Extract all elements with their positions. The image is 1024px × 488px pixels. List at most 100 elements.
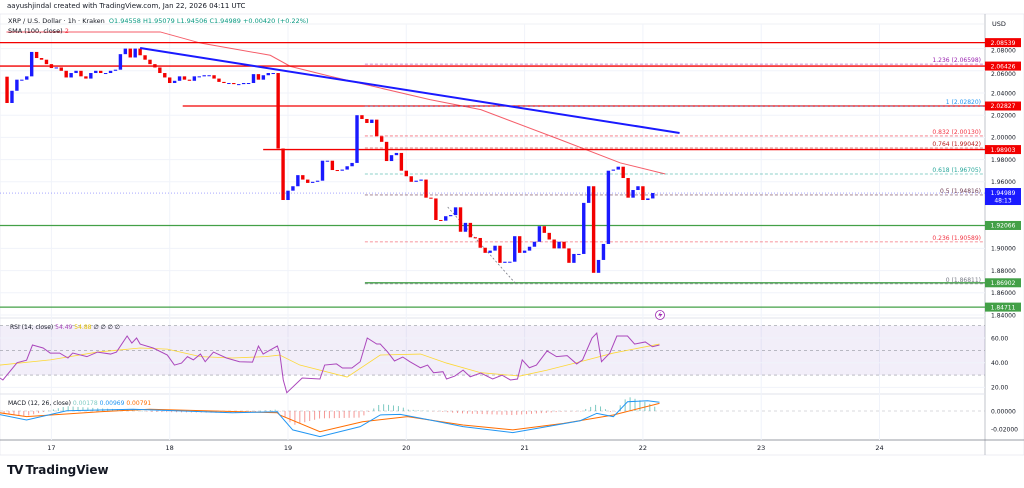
candle <box>276 73 280 149</box>
macd-histogram-bar <box>72 406 74 411</box>
candle <box>503 261 507 263</box>
macd-histogram-bar <box>575 411 577 412</box>
rsi-label: RSI (14, close) <box>10 324 54 331</box>
macd-histogram-bar <box>526 411 528 415</box>
candle <box>64 70 68 78</box>
candle <box>409 176 413 182</box>
macd-histogram-bar <box>171 411 173 413</box>
candle <box>168 77 172 84</box>
time-axis-label[interactable]: 20 <box>402 444 410 452</box>
macd-histogram-bar <box>368 411 370 412</box>
time-axis-label[interactable]: 17 <box>47 444 55 452</box>
macd-histogram-bar <box>18 411 20 416</box>
candle <box>158 67 162 74</box>
candle <box>601 243 606 260</box>
macd-histogram-bar <box>545 411 547 413</box>
candle <box>207 75 211 77</box>
sma-legend[interactable]: SMA (100, close) 2 <box>8 27 69 35</box>
macd-histogram-bar <box>501 411 503 415</box>
price-axis-label: 2.00000 <box>991 135 1016 142</box>
macd-histogram-bar <box>417 410 419 411</box>
symbol-legend: XRP / U.S. Dollar · 1h · Kraken O1.94558… <box>8 17 309 25</box>
time-axis-label[interactable]: 18 <box>166 444 174 452</box>
candle <box>345 166 349 170</box>
macd-histogram-bar <box>323 411 325 419</box>
candle <box>34 51 39 59</box>
ohlc-high: H1.95079 <box>142 17 175 25</box>
time-axis-label[interactable]: 21 <box>520 444 528 452</box>
price-level-tag-label: 1.98903 <box>991 147 1016 154</box>
macd-histogram-bar <box>225 411 227 413</box>
candle <box>148 59 152 65</box>
candle <box>227 83 231 85</box>
tradingview-brand[interactable]: TV TradingView <box>7 463 109 477</box>
candle <box>29 51 34 77</box>
symbol-name[interactable]: XRP / U.S. Dollar · 1h · Kraken <box>8 17 105 25</box>
macd-histogram-bar <box>466 411 468 414</box>
candle <box>306 179 310 183</box>
macd-histogram-bar <box>264 410 266 411</box>
price-level-tag <box>985 302 1021 312</box>
macd-histogram-bar <box>230 411 232 413</box>
ohlc-close: C1.94989 <box>209 17 241 25</box>
macd-histogram-bar <box>565 411 567 412</box>
time-axis-label[interactable]: 22 <box>639 444 647 452</box>
candle <box>296 175 300 187</box>
macd-histogram-bar <box>23 411 25 416</box>
ohlc-low: L1.94506 <box>176 17 208 25</box>
candle <box>370 119 374 123</box>
price-axis-label: 2.08000 <box>991 48 1016 55</box>
macd-legend[interactable]: MACD (12, 26, close) 0.00178 0.00969 0.0… <box>8 400 151 407</box>
price-level-tag <box>985 101 1021 111</box>
candle <box>49 64 54 69</box>
candle <box>237 84 241 86</box>
candle <box>266 73 270 76</box>
time-axis-label[interactable]: 19 <box>284 444 292 452</box>
candle <box>508 261 512 263</box>
lightning-icon[interactable] <box>655 310 665 320</box>
candle <box>133 48 137 58</box>
chart-canvas[interactable]: 17 18 19 20 21 22 23 24 USD 2.08000 2.06000 2.04000… <box>0 0 1024 460</box>
candle <box>591 186 596 273</box>
candle <box>202 75 206 77</box>
candle <box>89 73 93 79</box>
macd-histogram-bar <box>146 411 148 412</box>
candle <box>552 239 556 249</box>
candle <box>15 79 19 91</box>
macd-histogram-bar <box>259 410 261 412</box>
candle <box>636 186 640 191</box>
time-axis-label[interactable]: 24 <box>875 444 883 452</box>
candle <box>98 70 103 74</box>
macd-label: MACD (12, 26, close) <box>8 400 71 407</box>
price-level-tag-label: 1.92066 <box>991 223 1016 230</box>
candle <box>330 160 335 171</box>
macd-histogram-bar <box>422 410 424 411</box>
macd-histogram-bar <box>28 411 30 416</box>
price-level-tag-label: 2.06426 <box>991 63 1016 70</box>
sma-label: SMA (100, close) <box>8 27 63 35</box>
rsi-legend[interactable]: RSI (14, close) 54.49 54.88 ∅ ∅ ∅ ∅ <box>10 324 120 331</box>
candle <box>103 73 108 75</box>
macd-histogram-bar <box>506 411 508 415</box>
macd-histogram-bar <box>634 398 636 411</box>
price-axis-label: 2.04000 <box>991 90 1016 97</box>
time-axis-label[interactable]: 23 <box>757 444 765 452</box>
macd-histogram-bar <box>427 410 429 412</box>
macd-histogram-bar <box>540 411 542 414</box>
macd-histogram-bar <box>309 411 311 422</box>
macd-histogram-bar <box>639 400 641 411</box>
candle <box>582 202 586 254</box>
candle <box>177 76 182 81</box>
macd-histogram-bar <box>38 411 40 414</box>
candle <box>320 160 325 181</box>
macd-histogram-bar <box>412 409 414 411</box>
macd-histogram-bar <box>358 411 360 418</box>
rsi-extra-values: ∅ ∅ ∅ ∅ <box>93 324 121 331</box>
macd-histogram-bar <box>447 411 449 413</box>
candle <box>586 186 591 203</box>
macd-histogram-bar <box>629 397 631 411</box>
price-level-tag <box>985 220 1021 230</box>
macd-histogram-bar <box>457 411 459 414</box>
candle <box>547 232 551 240</box>
macd-histogram-bar <box>486 411 488 415</box>
